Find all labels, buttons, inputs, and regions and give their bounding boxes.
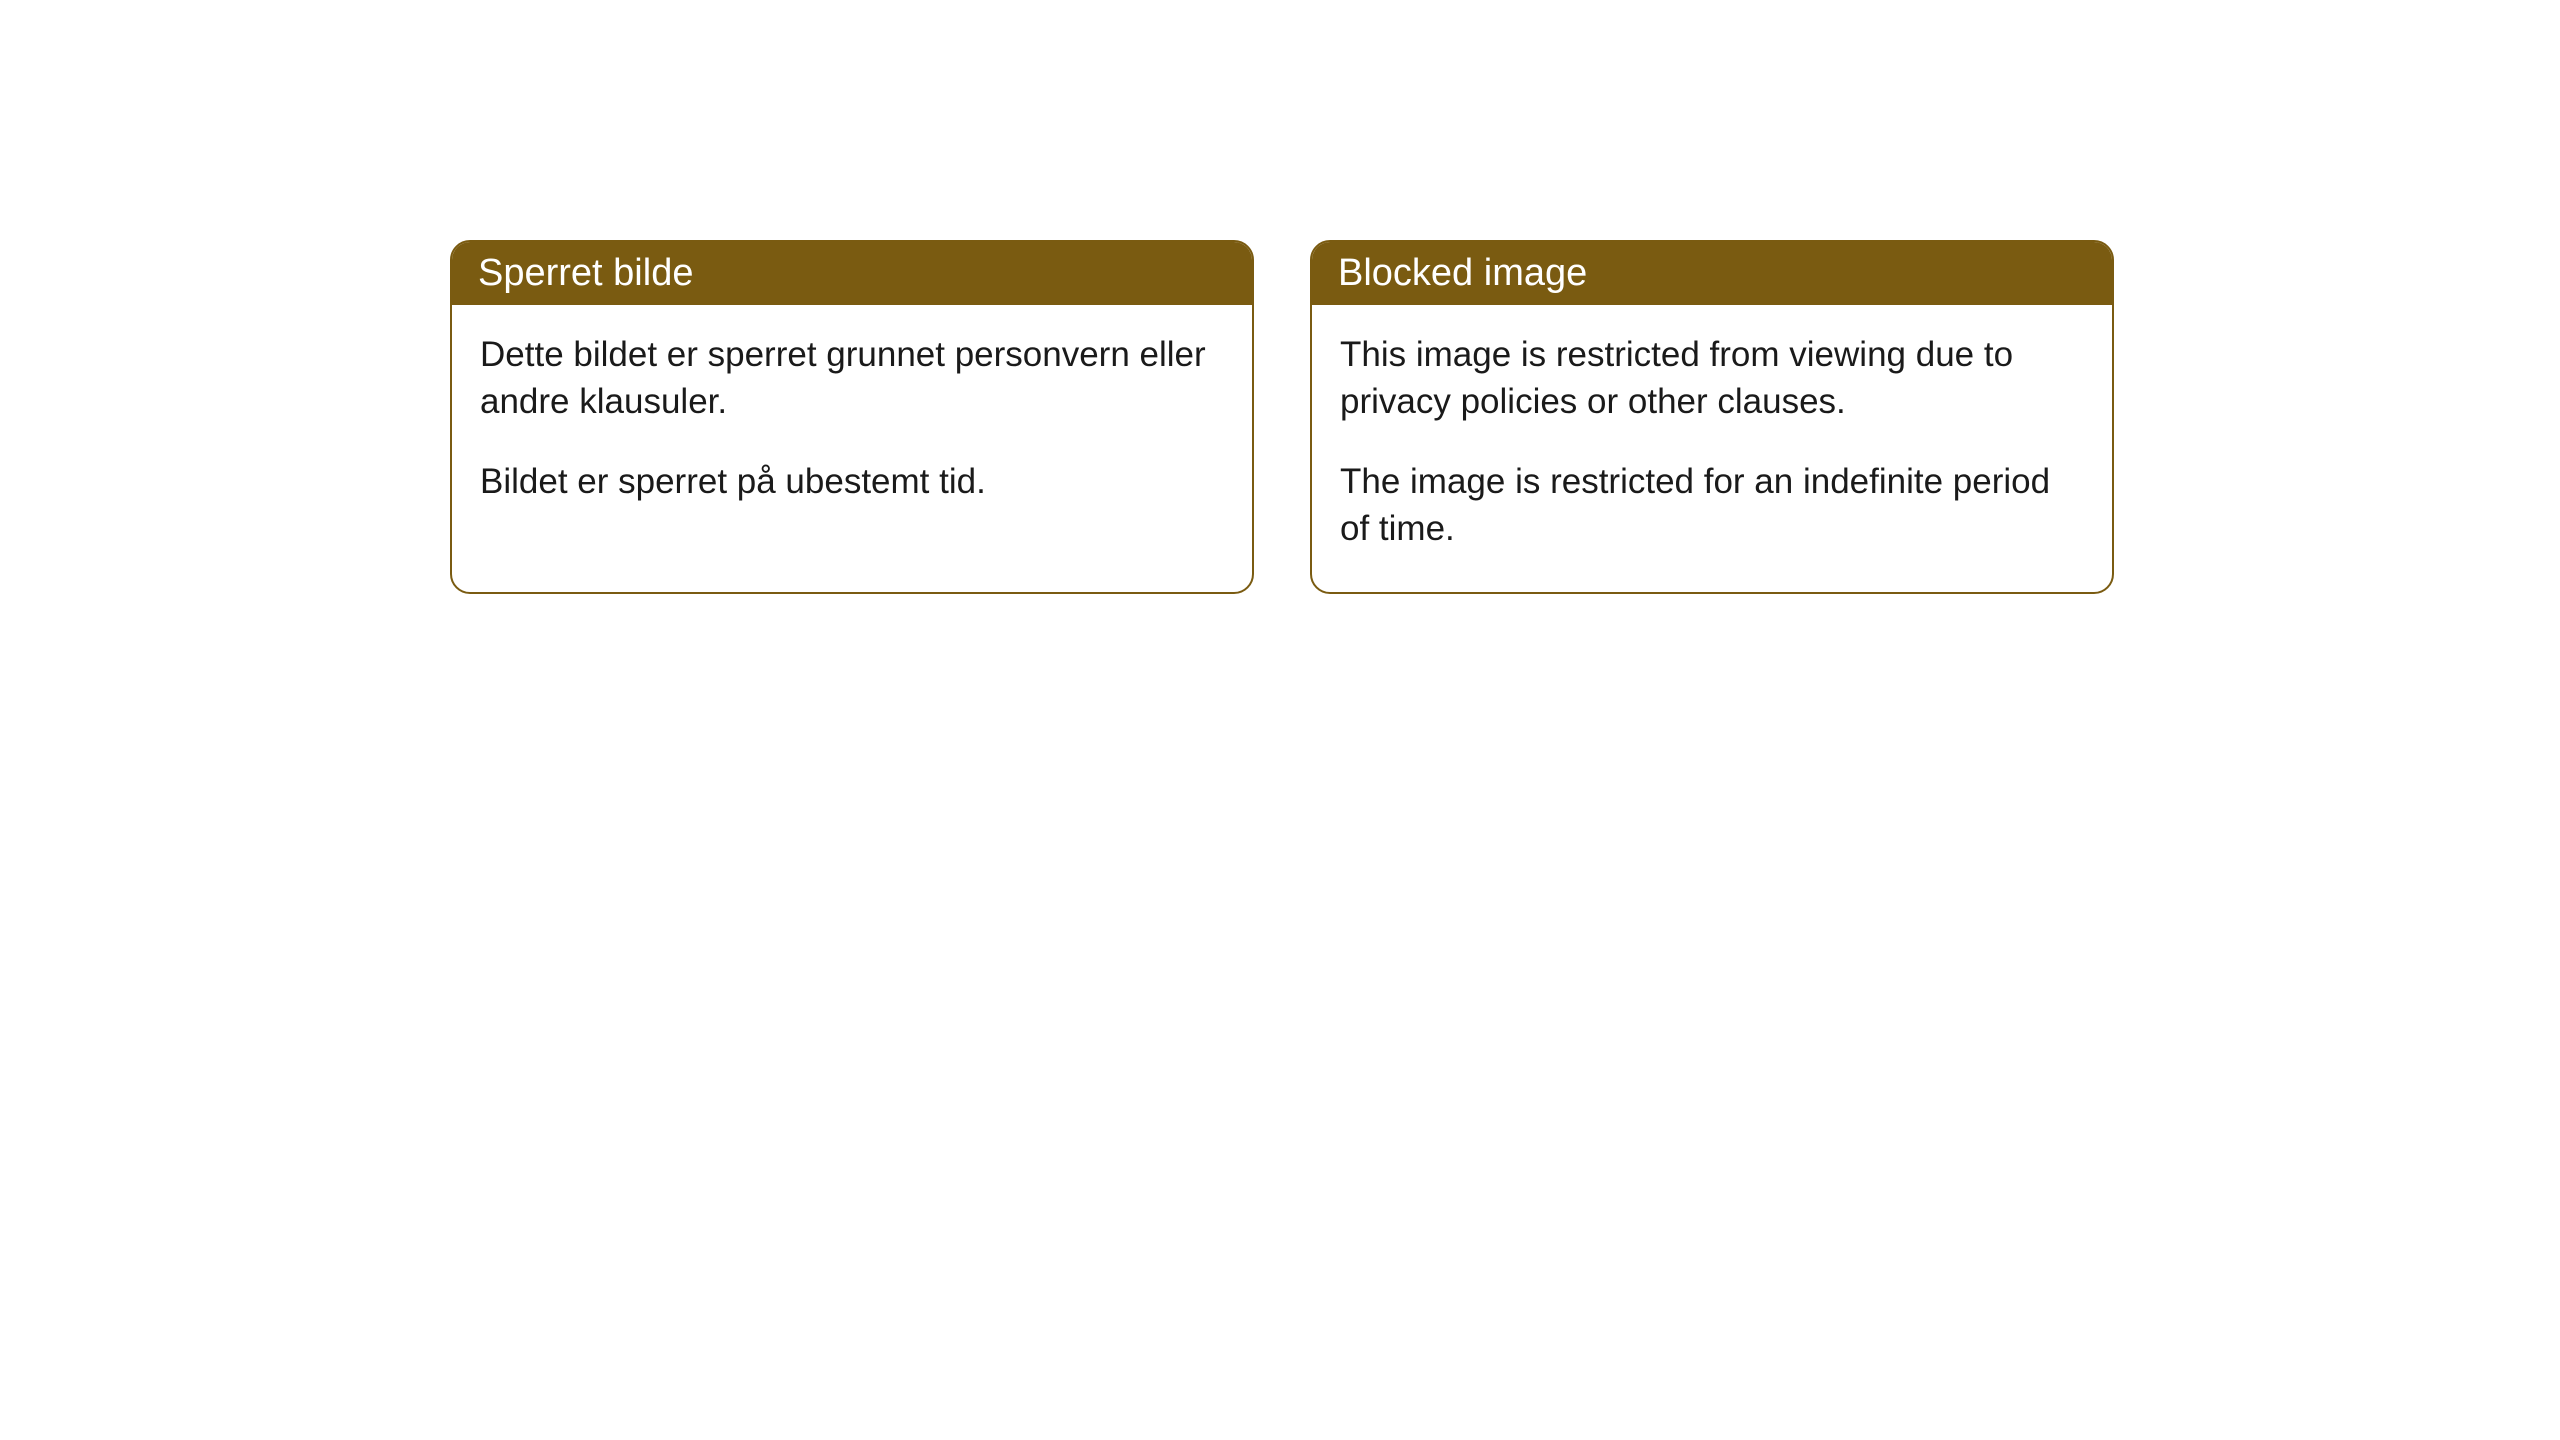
card-body-norwegian: Dette bildet er sperret grunnet personve… (452, 305, 1252, 545)
card-header-norwegian: Sperret bilde (452, 242, 1252, 305)
card-paragraph-2-norwegian: Bildet er sperret på ubestemt tid. (480, 458, 1224, 505)
blocked-image-card-english: Blocked image This image is restricted f… (1310, 240, 2114, 594)
card-title-norwegian: Sperret bilde (478, 252, 693, 294)
card-title-english: Blocked image (1338, 252, 1587, 294)
card-paragraph-1-norwegian: Dette bildet er sperret grunnet personve… (480, 331, 1224, 426)
card-body-english: This image is restricted from viewing du… (1312, 305, 2112, 592)
card-paragraph-1-english: This image is restricted from viewing du… (1340, 331, 2084, 426)
blocked-image-card-norwegian: Sperret bilde Dette bildet er sperret gr… (450, 240, 1254, 594)
notice-container: Sperret bilde Dette bildet er sperret gr… (450, 240, 2114, 594)
card-paragraph-2-english: The image is restricted for an indefinit… (1340, 458, 2084, 553)
card-header-english: Blocked image (1312, 242, 2112, 305)
